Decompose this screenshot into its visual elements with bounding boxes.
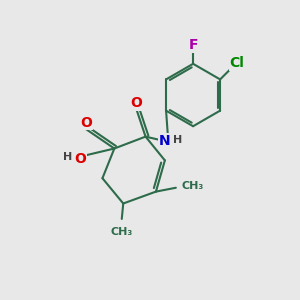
Text: Cl: Cl <box>229 56 244 70</box>
Text: F: F <box>188 38 198 52</box>
Text: H: H <box>63 152 72 162</box>
Text: O: O <box>131 96 142 110</box>
Text: H: H <box>173 135 182 145</box>
Text: CH₃: CH₃ <box>182 181 204 191</box>
Text: O: O <box>80 116 92 130</box>
Text: CH₃: CH₃ <box>111 227 133 237</box>
Text: N: N <box>159 134 171 148</box>
Text: O: O <box>74 152 86 166</box>
